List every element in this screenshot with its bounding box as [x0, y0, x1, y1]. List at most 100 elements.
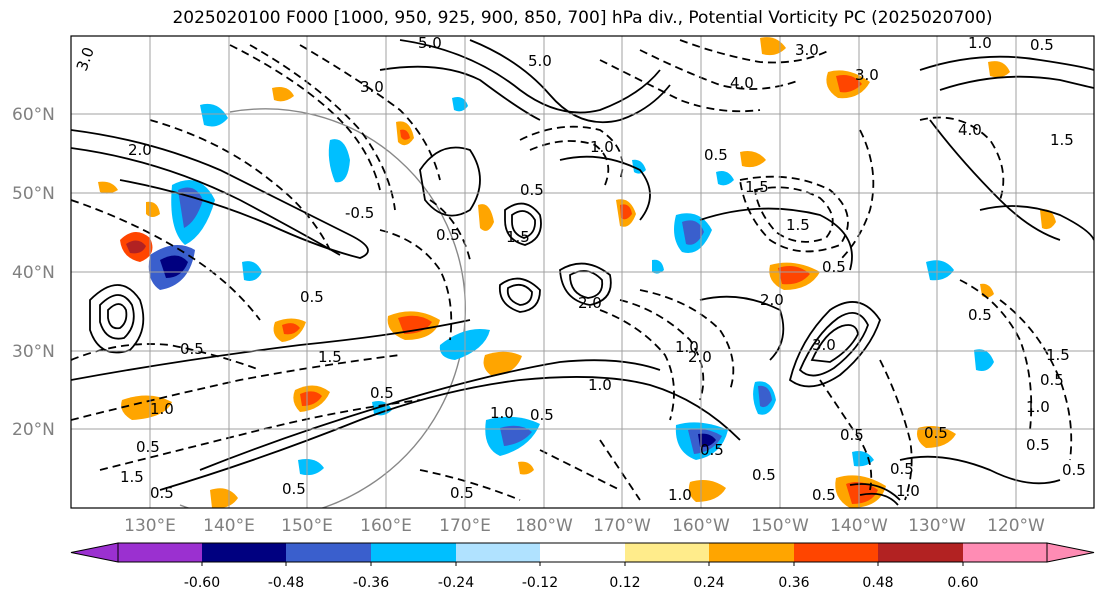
map-plot-area: 3.0 5.0 5.0 4.0 3.0 1.0 0.5 3.0 4.0 3.0 … [71, 34, 1094, 508]
contour-layer [71, 39, 1094, 506]
lon-label: 150°E [281, 516, 333, 536]
colorbar-ticks: -0.60 -0.48 -0.36 -0.24 -0.12 0.12 0.24 … [184, 575, 979, 591]
contour-label: 0.5 [840, 426, 864, 444]
solid-contour [939, 75, 1094, 91]
colorbar: -0.60 -0.48 -0.36 -0.24 -0.12 0.12 0.24 … [70, 542, 1095, 591]
contour-label: 1.0 [668, 486, 692, 504]
dashed-contour [379, 229, 453, 341]
colorbar-tick: -0.24 [438, 575, 474, 591]
shading-patch [926, 260, 954, 281]
contour-label: 1.0 [588, 376, 612, 394]
contour-label: 0.5 [1030, 36, 1054, 54]
contour-label: 0.5 [450, 484, 474, 502]
shading-patch [282, 323, 300, 335]
colorbar-segment [456, 543, 540, 562]
colorbar-segment [963, 543, 1047, 562]
colorbar-tick: -0.36 [353, 575, 389, 591]
contour-label: 2.0 [688, 348, 712, 366]
lon-label: 140°W [830, 516, 888, 536]
contour-label: 0.5 [1062, 461, 1086, 479]
contour-label: 1.5 [120, 468, 144, 486]
dashed-contour [999, 299, 1073, 461]
lon-label: 130°E [124, 516, 176, 536]
shading-patch [836, 75, 862, 93]
contour-label: 0.5 [924, 424, 948, 442]
contour-label: 1.0 [968, 34, 992, 52]
contour-label: -0.5 [345, 204, 374, 222]
lon-label: 130°W [908, 516, 966, 536]
shading-patch [652, 259, 664, 274]
dashed-contour [599, 59, 761, 113]
solid-contour [919, 55, 1094, 71]
contour-labels: 3.0 5.0 5.0 4.0 3.0 1.0 0.5 3.0 4.0 3.0 … [73, 34, 1086, 504]
contour-label: 3.0 [855, 66, 879, 84]
contour-label: 2.0 [578, 294, 602, 312]
contour-label: 0.5 [700, 441, 724, 459]
shading-patch [210, 488, 238, 508]
solid-contour [498, 277, 541, 313]
shading-patch [716, 171, 734, 186]
colorbar-segment [286, 543, 371, 562]
colorbar-tick: -0.12 [522, 575, 558, 591]
dashed-contour [839, 129, 875, 261]
colorbar-segment [794, 543, 878, 562]
shading-patch [500, 425, 532, 446]
graticule [71, 36, 1094, 508]
contour-label: 0.5 [1026, 436, 1050, 454]
contour-label: 1.5 [745, 178, 769, 196]
lon-label: 170°E [439, 516, 491, 536]
contour-label: 0.5 [822, 258, 846, 276]
solid-contour [71, 319, 471, 381]
shading-patch [974, 349, 994, 371]
colorbar-tick: 0.12 [609, 575, 640, 591]
colorbar-frame [117, 542, 1048, 563]
contour-label: 0.5 [890, 460, 914, 478]
contour-label: 0.5 [704, 146, 728, 164]
dashed-contour [959, 279, 1033, 431]
contour-label: 1.0 [896, 482, 920, 500]
dashed-contour-layer [71, 39, 1073, 501]
solid-contour [379, 65, 541, 121]
lat-label: 50°N [12, 184, 55, 204]
shading-patch [200, 103, 228, 127]
shading-patch [632, 159, 646, 174]
shading-patch [452, 97, 468, 112]
solid-contour [99, 294, 135, 340]
dashed-contour [539, 449, 621, 491]
colorbar-tick: 0.60 [947, 575, 978, 591]
dashed-contour [639, 289, 735, 391]
shading-patch [740, 151, 766, 168]
colorbar-segment [709, 543, 794, 562]
dashed-contour [599, 309, 675, 421]
shading-patch [852, 451, 874, 467]
contour-label: 1.0 [675, 338, 699, 356]
dashed-contour [419, 469, 521, 501]
solid-contour [71, 147, 341, 256]
colorbar-tick: -0.60 [184, 575, 220, 591]
solid-contour [71, 129, 369, 259]
dashed-contour [149, 119, 331, 251]
shading-patch [121, 395, 172, 420]
shading-patch [518, 461, 534, 475]
shading-patch [688, 480, 726, 502]
contour-label: 0.5 [752, 466, 776, 484]
dashed-contour [819, 379, 873, 491]
contour-label: 2.0 [760, 291, 784, 309]
colorbar-segment [202, 543, 286, 562]
solid-contour [559, 155, 651, 221]
dashed-contour [71, 354, 401, 421]
lat-label: 20°N [12, 420, 55, 440]
shading-patch [483, 351, 522, 376]
shading-patch [778, 266, 810, 285]
shading-patch [682, 220, 704, 245]
contour-label: 2.0 [128, 141, 152, 159]
solid-contour [511, 210, 536, 239]
contour-label: 0.5 [282, 480, 306, 498]
colorbar-segment [118, 543, 202, 562]
shading-patch [300, 391, 322, 406]
solid-contour [849, 483, 901, 501]
lon-label: 120°W [987, 516, 1045, 536]
contour-label: 4.0 [730, 74, 754, 92]
lat-axis-labels: 60°N 50°N 40°N 30°N 20°N [12, 105, 55, 440]
solid-contour [798, 311, 869, 377]
